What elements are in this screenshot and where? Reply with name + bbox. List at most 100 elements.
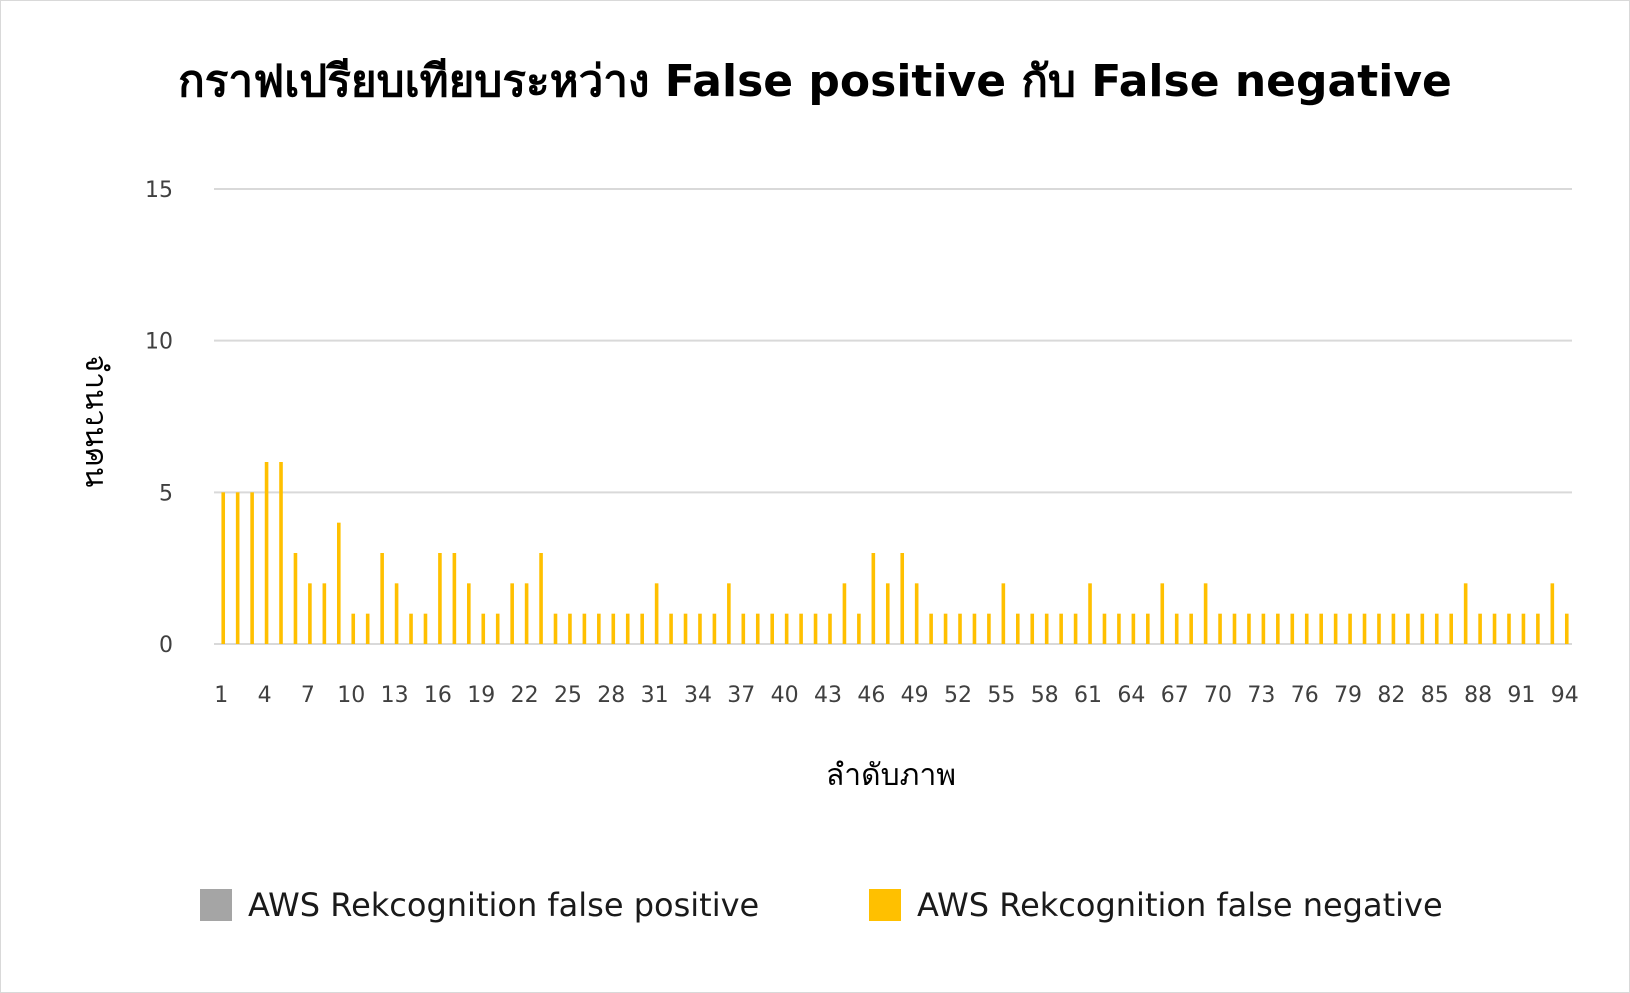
- bar-false-negative-28: [611, 613, 616, 644]
- legend: AWS Rekcognition false positive AWS Rekc…: [0, 886, 1630, 934]
- y-tick-label: 5: [159, 481, 173, 506]
- bar-false-negative-33: [683, 613, 688, 644]
- bar-false-negative-51: [943, 613, 948, 644]
- bar-false-negative-27: [597, 613, 601, 644]
- bar-false-negative-34: [698, 613, 702, 644]
- bar-false-negative-73: [1261, 613, 1266, 644]
- bar-false-negative-42: [813, 613, 818, 644]
- x-tick-label: 73: [1247, 683, 1275, 708]
- legend-item-false-negative: AWS Rekcognition false negative: [869, 886, 1443, 924]
- bar-false-negative-54: [987, 613, 991, 644]
- bar-false-negative-30: [640, 613, 644, 644]
- bar-false-negative-35: [712, 613, 717, 644]
- x-tick-label: 58: [1031, 683, 1059, 708]
- bar-false-negative-50: [929, 613, 933, 644]
- bar-false-negative-17: [452, 553, 457, 644]
- x-tick-label: 28: [597, 683, 625, 708]
- x-tick-label: 16: [424, 683, 452, 708]
- x-tick-label: 4: [258, 683, 272, 708]
- legend-swatch-false-positive: [200, 889, 232, 921]
- bar-false-negative-31: [654, 583, 659, 644]
- bar-false-negative-76: [1304, 613, 1309, 644]
- y-axis-title: จำนวนคน: [78, 355, 113, 488]
- x-tick-label: 31: [641, 683, 669, 708]
- bar-false-negative-29: [625, 613, 630, 644]
- bar-false-negative-46: [871, 553, 876, 644]
- bar-false-negative-43: [828, 613, 832, 644]
- x-tick-label: 1: [214, 683, 228, 708]
- bar-false-negative-52: [958, 613, 962, 644]
- bar-false-negative-22: [524, 583, 529, 644]
- legend-label-false-negative: AWS Rekcognition false negative: [917, 886, 1443, 924]
- bar-false-negative-59: [1059, 613, 1063, 644]
- bar-false-negative-3: [250, 492, 254, 644]
- x-tick-label: 22: [511, 683, 539, 708]
- bar-false-negative-44: [842, 583, 847, 644]
- bar-false-negative-10: [351, 613, 356, 644]
- x-tick-label: 52: [944, 683, 972, 708]
- bar-false-negative-19: [481, 613, 486, 644]
- bar-false-negative-63: [1117, 613, 1121, 644]
- bar-false-negative-74: [1276, 613, 1280, 644]
- bar-false-negative-39: [770, 613, 775, 644]
- bar-false-negative-2: [235, 492, 240, 644]
- bar-false-negative-88: [1478, 613, 1482, 644]
- bar-false-negative-65: [1146, 613, 1150, 644]
- x-tick-label: 49: [901, 683, 929, 708]
- bar-false-negative-83: [1406, 613, 1410, 644]
- bar-false-negative-66: [1160, 583, 1165, 644]
- bar-false-negative-32: [669, 613, 673, 644]
- bar-false-negative-78: [1333, 613, 1338, 644]
- bar-false-negative-47: [885, 583, 890, 644]
- bar-false-negative-25: [568, 613, 572, 644]
- bar-false-negative-87: [1463, 583, 1468, 644]
- y-axis-ticks: 0 5 10 15: [145, 178, 173, 658]
- x-tick-label: 55: [987, 683, 1015, 708]
- x-tick-label: 82: [1377, 683, 1405, 708]
- bar-false-negative-84: [1420, 613, 1425, 644]
- bar-false-negative-94: [1564, 613, 1569, 644]
- bar-false-negative-60: [1073, 613, 1078, 644]
- bar-false-negative-49: [914, 583, 919, 644]
- x-tick-label: 25: [554, 683, 582, 708]
- bar-false-negative-38: [755, 613, 760, 644]
- x-tick-label: 61: [1074, 683, 1102, 708]
- bar-false-negative-82: [1391, 613, 1396, 644]
- bar-false-negative-37: [741, 613, 746, 644]
- bar-false-negative-62: [1102, 613, 1107, 644]
- bar-false-negative-75: [1290, 613, 1295, 644]
- bar-false-negative-6: [293, 553, 298, 644]
- bar-false-negative-41: [799, 613, 803, 644]
- bar-false-negative-12: [380, 553, 384, 644]
- bar-false-negative-69: [1203, 583, 1208, 644]
- bar-false-negative-90: [1507, 613, 1511, 644]
- bar-false-negative-56: [1015, 613, 1020, 644]
- bar-false-negative-5: [279, 462, 283, 644]
- x-tick-label: 46: [857, 683, 885, 708]
- x-tick-label: 40: [771, 683, 799, 708]
- bar-false-negative-14: [409, 613, 413, 644]
- x-tick-label: 19: [467, 683, 495, 708]
- legend-swatch-false-negative: [869, 889, 901, 921]
- bar-false-negative-45: [857, 613, 861, 644]
- bar-false-negative-85: [1434, 613, 1439, 644]
- x-tick-label: 10: [337, 683, 365, 708]
- bar-false-negative-23: [539, 553, 543, 644]
- x-axis-title: ลำดับภาพ: [826, 758, 956, 793]
- bar-false-negative-71: [1232, 613, 1237, 644]
- bar-false-negative-15: [423, 613, 428, 644]
- x-tick-label: 76: [1291, 683, 1319, 708]
- gridlines: [214, 188, 1572, 645]
- x-tick-label: 91: [1507, 683, 1535, 708]
- bar-false-negative-57: [1030, 613, 1035, 644]
- bar-false-negative-7: [308, 583, 312, 644]
- bar-false-negative-61: [1088, 583, 1092, 644]
- x-tick-label: 88: [1464, 683, 1492, 708]
- x-tick-label: 79: [1334, 683, 1362, 708]
- x-tick-label: 64: [1117, 683, 1145, 708]
- bar-false-negative-86: [1449, 613, 1454, 644]
- y-tick-label: 15: [145, 178, 173, 203]
- bar-false-negative-64: [1131, 613, 1136, 644]
- x-tick-label: 94: [1551, 683, 1579, 708]
